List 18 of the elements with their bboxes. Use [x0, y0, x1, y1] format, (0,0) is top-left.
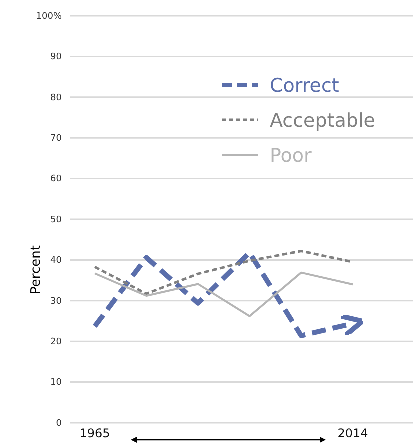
y-tick-label: 40 [50, 256, 62, 266]
y-axis-title: Percent [29, 246, 44, 294]
y-tick-label: 90 [50, 52, 62, 63]
line-series [94, 272, 354, 318]
y-tick-label: 100% [36, 12, 62, 22]
y-tick-label: 10 [50, 378, 62, 388]
x-tick-label: 1965 [80, 426, 110, 441]
y-tick-label: 30 [50, 296, 62, 307]
y-tick-label: 80 [50, 93, 62, 104]
legend-label: Poor [270, 145, 312, 167]
y-tick-label: 50 [50, 215, 62, 226]
legend-label: Correct [270, 75, 340, 97]
legend-label: Acceptable [270, 110, 376, 132]
x-tick-label: 2014 [338, 426, 368, 441]
y-tick-label: 0 [56, 418, 62, 429]
y-tick-label: 60 [50, 174, 62, 185]
y-tick-label: 70 [50, 134, 62, 144]
y-tick-label: 20 [50, 337, 62, 348]
